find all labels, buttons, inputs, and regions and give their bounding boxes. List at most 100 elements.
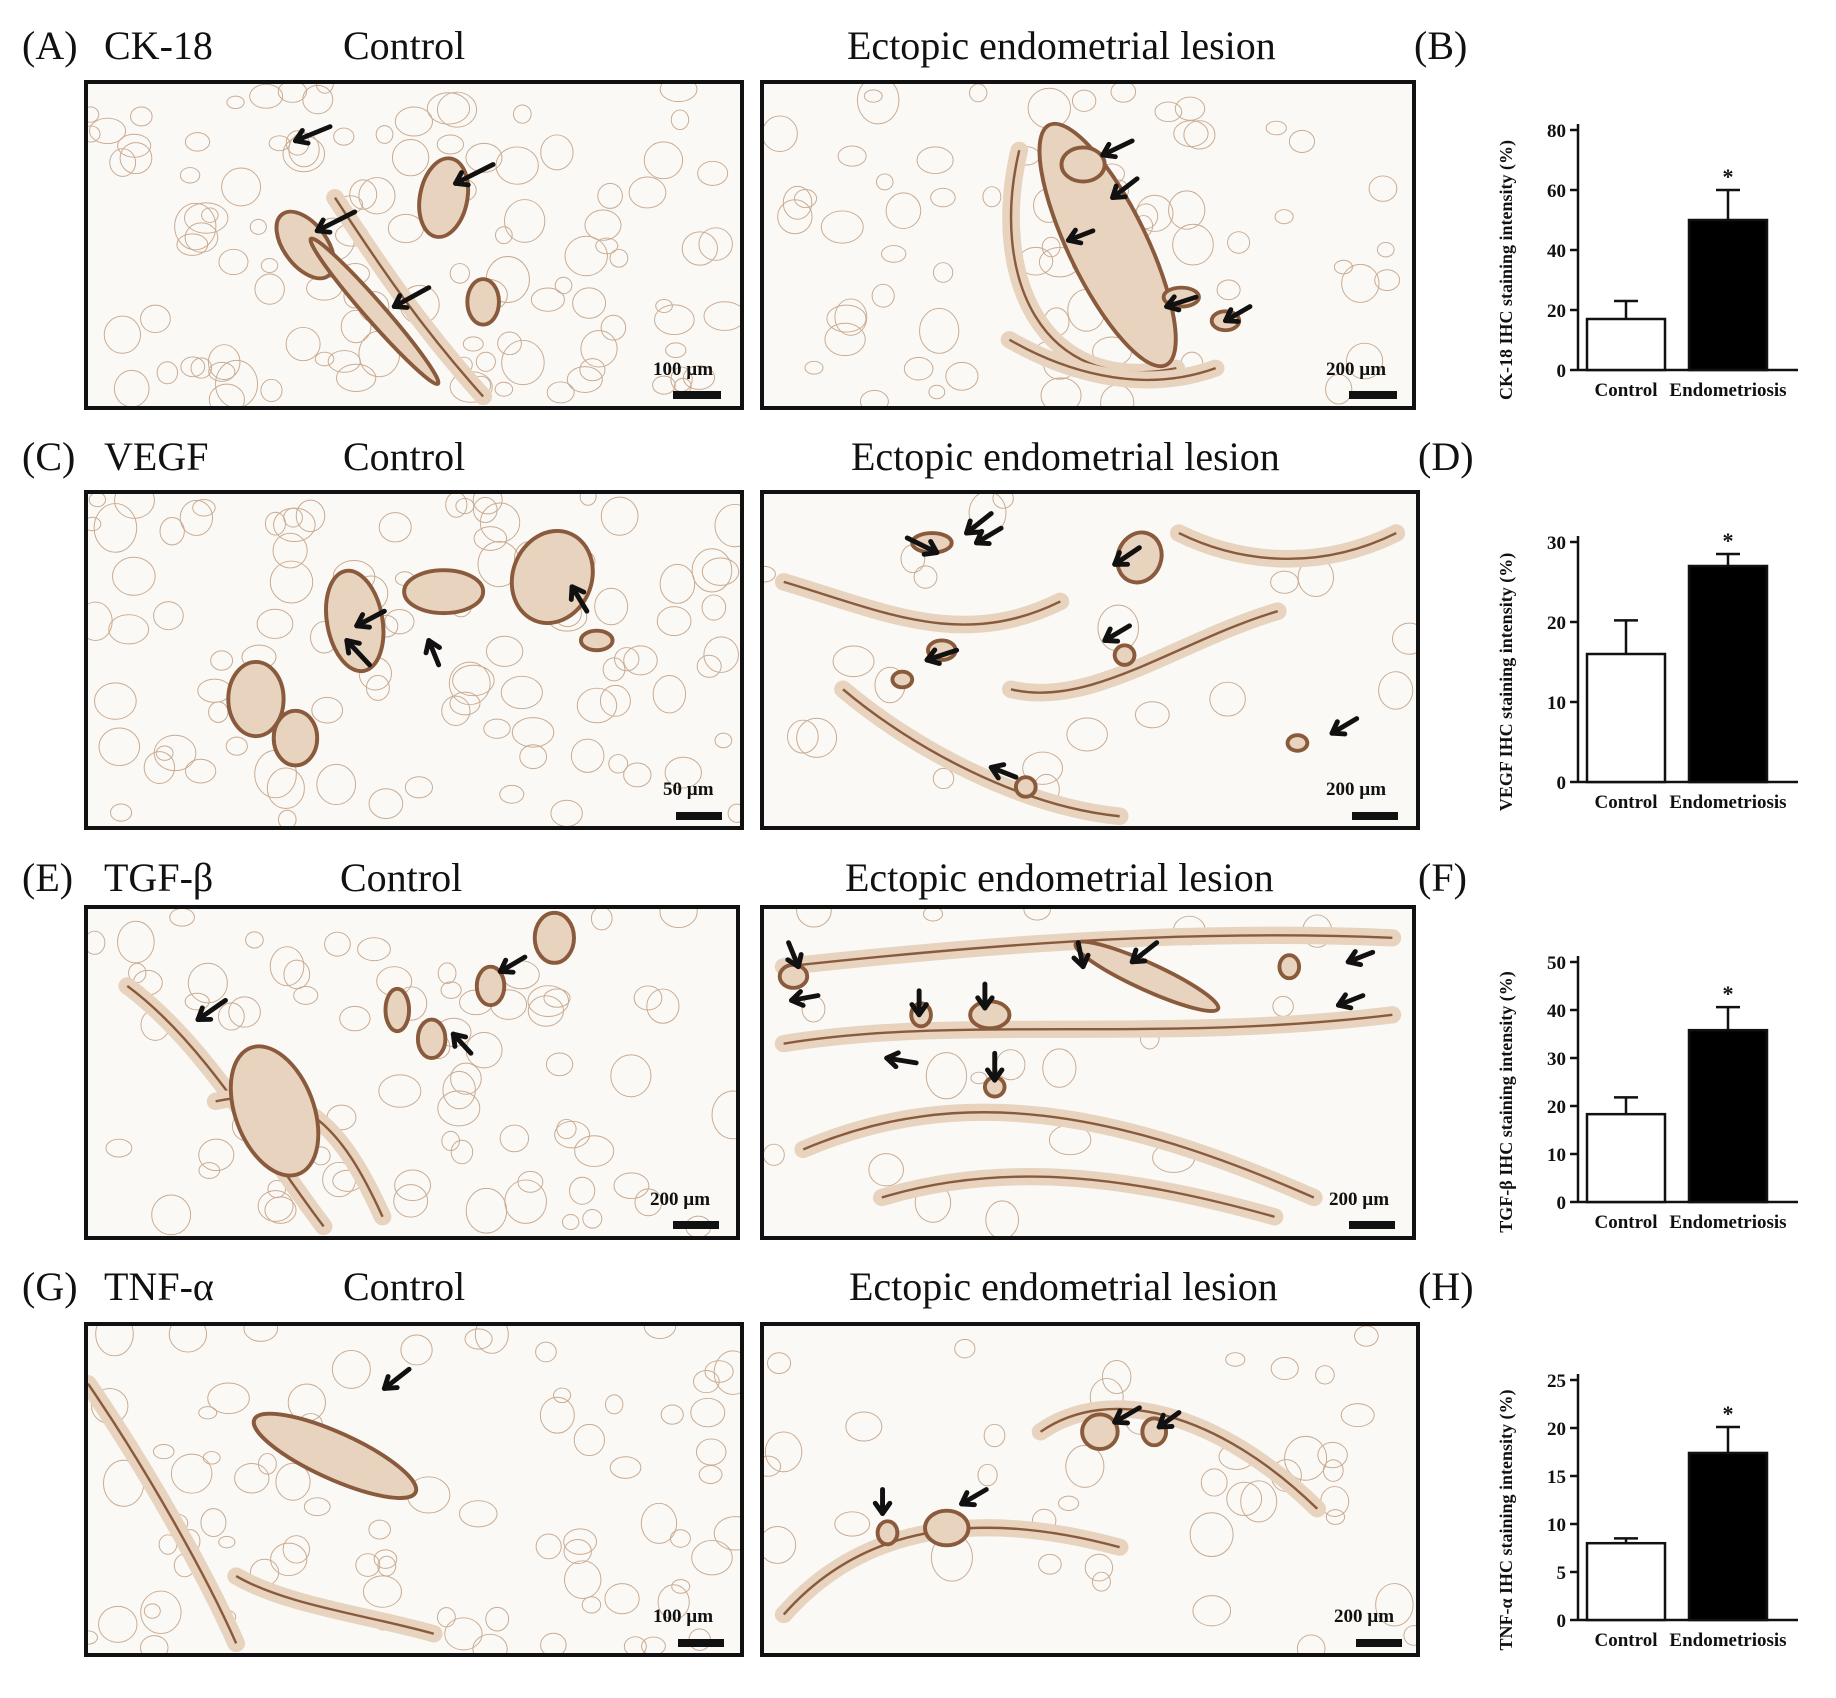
adipocyte-outline [1403, 1625, 1416, 1646]
adipocyte-outline [441, 695, 471, 726]
adipocyte-outline [221, 167, 262, 207]
adipocyte-outline [513, 104, 532, 124]
adipocyte-outline [105, 1138, 133, 1158]
stroma-edge [1178, 531, 1397, 560]
adipocyte-outline [365, 674, 390, 701]
y-tick-label: 5 [1557, 1563, 1567, 1584]
adipocyte-outline [826, 304, 867, 333]
adipocyte-outline [331, 1349, 371, 1389]
adipocyte-outline [714, 503, 740, 548]
adipocyte-outline [714, 732, 733, 749]
adipocyte-outline [670, 109, 690, 131]
adipocyte-outline [444, 1617, 483, 1651]
x-tick-label: Control [1595, 1630, 1658, 1651]
bar-control [1585, 1541, 1667, 1622]
adipocyte-outline [112, 556, 156, 596]
stroma-edge [802, 1111, 1315, 1199]
adipocyte-outline [159, 517, 185, 546]
adipocyte-outline [786, 719, 819, 754]
adipocyte-outline [139, 1635, 169, 1653]
pointer-arrow [884, 1050, 919, 1070]
stroma-edge [1008, 338, 1217, 381]
vessel-lumen [777, 962, 810, 990]
adipocyte-outline [834, 1511, 871, 1537]
panel-label-d: (D) [1418, 434, 1474, 479]
chart-svg: VEGF IHC staining intensity (%) 0 10 20 30 Co… [1496, 528, 1798, 813]
adipocyte-outline [1227, 231, 1251, 254]
adipocyte-outline [192, 498, 216, 517]
adipocyte-outline [983, 1423, 1006, 1448]
adipocyte-outline [426, 92, 471, 125]
tissue-drawing [764, 494, 1416, 826]
pointer-arrow [450, 1031, 474, 1056]
adipocyte-outline [1038, 1553, 1062, 1575]
adipocyte-outline [566, 366, 603, 393]
adipocyte-outline [358, 177, 396, 215]
adipocyte-outline [659, 84, 698, 103]
adipocyte-outline [89, 117, 127, 145]
adipocyte-outline [1066, 717, 1108, 752]
y-tick-label: 40 [1547, 241, 1566, 262]
adipocyte-outline [368, 788, 404, 820]
adipocyte-outline [152, 1443, 175, 1460]
adipocyte-outline [824, 322, 866, 357]
adipocyte-outline [473, 526, 508, 551]
adipocyte-outline [698, 227, 733, 261]
adipocyte-outline [540, 1632, 567, 1653]
y-tick-label: 0 [1557, 1611, 1567, 1632]
adipocyte-outline [373, 1549, 398, 1569]
adipocyte-outline [1189, 1512, 1234, 1558]
adipocyte-outline [1296, 1634, 1326, 1653]
chart-svg: TNF-α IHC staining intensity (%) 0 5 10 15 20… [1496, 1371, 1798, 1651]
adipocyte-outline [458, 1500, 498, 1528]
adipocyte-outline [660, 1404, 684, 1425]
micrograph-vegf-lesion: 200 µm [760, 490, 1420, 830]
adipocyte-outline [293, 986, 319, 1005]
adipocyte-outline [670, 1529, 691, 1548]
adipocyte-outline [450, 1062, 482, 1095]
adipocyte-outline [1168, 190, 1206, 230]
adipocyte-outline [1040, 377, 1082, 406]
adipocyte-outline [643, 141, 684, 180]
adipocyte-outline [697, 160, 729, 186]
pointer-arrow [1335, 992, 1366, 1011]
micrograph-vegf-control: 50 µm [84, 490, 744, 830]
y-tick-label: 10 [1547, 1145, 1566, 1166]
adipocyte-outline [511, 717, 555, 748]
adipocyte-outline [932, 262, 954, 283]
adipocyte-outline [922, 909, 944, 922]
adipocyte-outline [1154, 101, 1183, 123]
vessel-lumen [532, 910, 576, 965]
adipocyte-outline [713, 1516, 740, 1551]
adipocyte-outline [1101, 1359, 1132, 1395]
adipocyte-outline [969, 84, 988, 103]
adipocyte-outline [316, 763, 357, 806]
pointer-arrow [453, 162, 496, 188]
adipocyte-outline [643, 1326, 677, 1340]
adipocyte-outline [108, 614, 150, 645]
adipocyte-outline [1058, 1495, 1080, 1511]
adipocyte-outline [288, 132, 320, 168]
adipocyte-outline [179, 167, 201, 184]
adipocyte-outline [448, 661, 491, 706]
adipocyte-outline [98, 727, 141, 767]
adipocyte-outline [228, 996, 261, 1028]
vessel-lumen [474, 964, 507, 1008]
vessel-lumen [1080, 1412, 1120, 1452]
scale-label: 50 µm [663, 779, 714, 800]
adipocyte-outline [1392, 622, 1416, 655]
adipocyte-outline [245, 931, 264, 949]
adipocyte-outline [664, 756, 702, 789]
pointer-arrow [1065, 227, 1096, 246]
adipocyte-outline [110, 803, 133, 822]
adipocyte-outline [303, 1497, 331, 1517]
adipocyte-outline [184, 132, 211, 152]
adipocyte-outline [582, 1208, 603, 1229]
adipocyte-outline [1225, 1352, 1246, 1367]
panel-label-f: (F) [1418, 855, 1467, 900]
pointer-arrow [904, 535, 940, 557]
adipocyte-outline [218, 1535, 236, 1549]
adipocyte-outline [903, 356, 934, 381]
adipocyte-outline [208, 383, 245, 406]
adipocyte-outline [1284, 1435, 1328, 1481]
